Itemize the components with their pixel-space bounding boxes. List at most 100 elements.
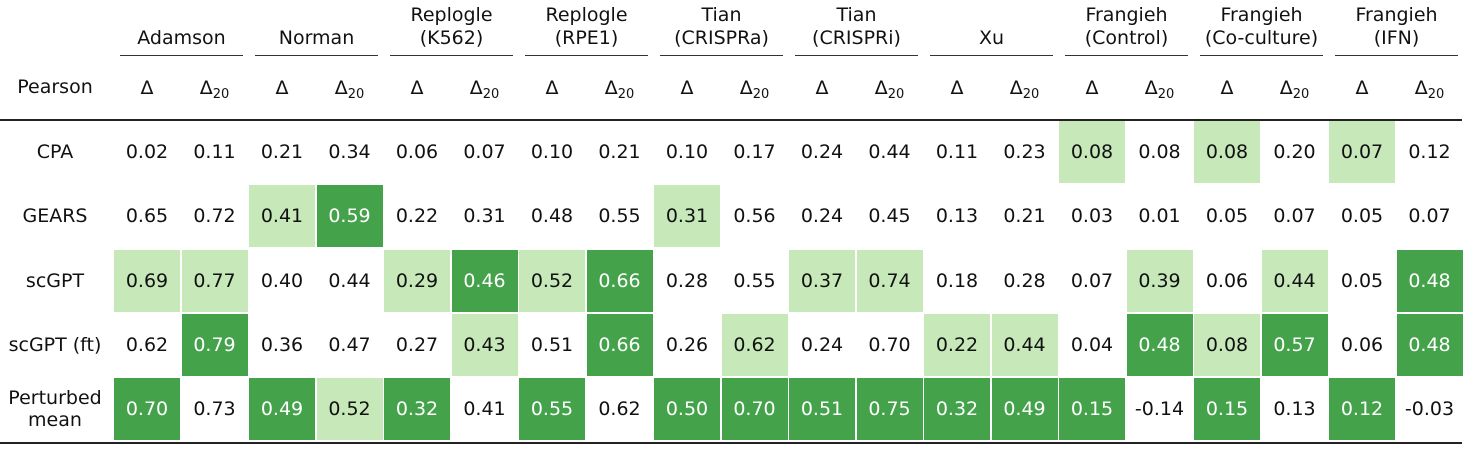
table-cell: 0.31 (654, 185, 720, 248)
table-cell: 0.44 (856, 121, 923, 183)
group-header-line: Frangieh (1085, 4, 1168, 26)
table-cell: 0.62 (721, 313, 788, 376)
subcolumn-symbol: Δ (815, 77, 829, 99)
table-cell: 0.17 (721, 121, 788, 183)
group-header-line: Xu (978, 27, 1005, 49)
table-cell: 0.04 (1059, 313, 1125, 376)
table-cell: 0.06 (1194, 249, 1260, 312)
group-header: Replogle (RPE1) (522, 4, 652, 50)
subcolumn-subscript: 20 (617, 87, 635, 102)
table-cell: 0.70 (114, 378, 180, 441)
table-cell: 0.70 (721, 378, 788, 441)
table-cell: 0.22 (924, 313, 990, 376)
table-cell: 0.05 (1329, 185, 1395, 248)
table-cell: 0.62 (114, 313, 180, 376)
table-cell: 0.05 (1194, 185, 1260, 248)
group-underline (525, 55, 648, 56)
group-underline (255, 55, 378, 56)
subcolumn-symbol: Δ (334, 77, 348, 99)
subcolumn-subscript: 20 (752, 87, 770, 102)
subcolumn-subscript: 20 (887, 87, 905, 102)
table-cell: 0.75 (856, 378, 923, 441)
row-label-line: GEARS (22, 205, 88, 228)
table-cell: 0.62 (586, 378, 653, 441)
table-cell: 0.49 (991, 378, 1058, 441)
table-cell: 0.57 (1261, 313, 1328, 376)
group-header: Frangieh (Control) (1062, 4, 1192, 50)
table-cell: 0.27 (384, 313, 450, 376)
table-cell: 0.21 (249, 121, 315, 183)
table-cell: 0.21 (991, 185, 1058, 248)
table-cell: 0.69 (114, 249, 180, 312)
group-header: Tian (CRISPRi) (792, 4, 922, 50)
subcolumn-symbol: Δ (410, 77, 424, 99)
subcolumn-header: Δ (1329, 76, 1395, 100)
table-cell: 0.02 (114, 121, 180, 183)
subcolumn-header: Δ20 (992, 76, 1058, 107)
table-cell: 0.70 (856, 313, 923, 376)
group-underline (795, 55, 918, 56)
table-cell: 0.31 (451, 185, 518, 248)
subcolumn-subscript: 20 (347, 87, 365, 102)
table-cell: 0.13 (1261, 378, 1328, 441)
subcolumn-header: Δ (384, 76, 450, 100)
subcolumn-symbol: Δ (739, 77, 753, 99)
table-cell: 0.28 (991, 249, 1058, 312)
table-cell: 0.52 (519, 249, 585, 312)
table-cell: 0.08 (1194, 313, 1260, 376)
row-label-line: mean (28, 409, 82, 432)
table-cell: 0.59 (316, 185, 383, 248)
subcolumn-header: Δ (249, 76, 315, 100)
group-underline (1200, 55, 1323, 56)
table-cell: 0.07 (1261, 185, 1328, 248)
group-header: Norman (252, 27, 382, 50)
table-cell: 0.08 (1059, 121, 1125, 183)
subcolumn-header: Δ20 (317, 76, 383, 107)
group-header: Frangieh (IFN) (1332, 4, 1462, 50)
table-cell: 0.13 (924, 185, 990, 248)
group-header: Xu (927, 27, 1057, 50)
row-label: GEARS (0, 205, 110, 227)
subcolumn-symbol: Δ (275, 77, 289, 99)
group-header-line: Norman (278, 27, 355, 49)
table-cell: -0.03 (1396, 378, 1463, 441)
table-cell: 0.06 (1329, 313, 1395, 376)
group-header-line: Frangieh (1220, 4, 1303, 26)
table-cell: 0.49 (249, 378, 315, 441)
table-cell: 0.50 (654, 378, 720, 441)
subcolumn-header: Δ (1194, 76, 1260, 100)
table-cell: 0.65 (114, 185, 180, 248)
table-cell: 0.55 (721, 249, 788, 312)
group-underline (930, 55, 1053, 56)
table-cell: 0.56 (721, 185, 788, 248)
table-cell: 0.40 (249, 249, 315, 312)
subcolumn-symbol: Δ (469, 77, 483, 99)
subcolumn-symbol: Δ (680, 77, 694, 99)
subcolumn-symbol: Δ (874, 77, 888, 99)
subcolumn-symbol: Δ (545, 77, 559, 99)
group-header: Adamson (117, 27, 247, 50)
row-label: scGPT (ft) (0, 334, 110, 356)
table-cell: 0.55 (519, 378, 585, 441)
group-header-line: Tian (701, 4, 742, 26)
group-underline (390, 55, 513, 56)
group-underline (120, 55, 243, 56)
table-cell: 0.66 (586, 249, 653, 312)
group-header-line: Adamson (137, 27, 226, 49)
table-cell: 0.66 (586, 313, 653, 376)
table-cell: 0.34 (316, 121, 383, 183)
corner-label: Pearson (17, 76, 93, 98)
table-cell: 0.44 (316, 249, 383, 312)
table-cell: 0.41 (249, 185, 315, 248)
table-cell: 0.26 (654, 313, 720, 376)
table-cell: 0.32 (924, 378, 990, 441)
table-cell: 0.79 (181, 313, 248, 376)
subcolumn-header: Δ20 (722, 76, 788, 107)
table-cell: 0.08 (1126, 121, 1193, 183)
subcolumn-subscript: 20 (1427, 87, 1445, 102)
group-header-line: Replogle (410, 4, 493, 26)
table-cell: -0.14 (1126, 378, 1193, 441)
subcolumn-symbol: Δ (950, 77, 964, 99)
group-header-line: (Control) (1084, 27, 1169, 49)
subcolumn-header: Δ (924, 76, 990, 100)
